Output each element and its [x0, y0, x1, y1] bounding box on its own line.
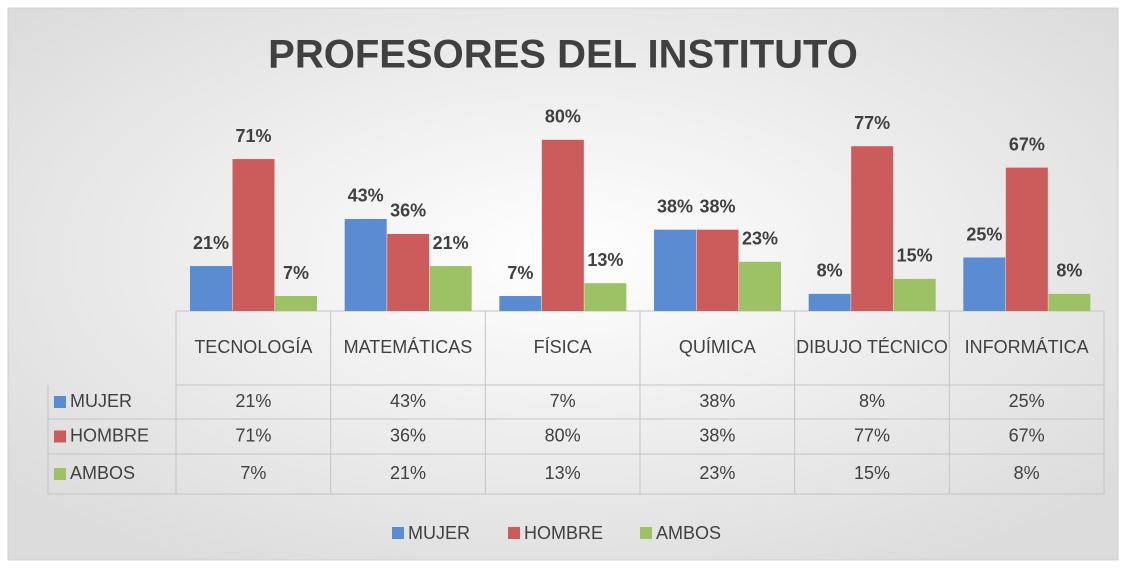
x-tick-label: QUÍMICA: [678, 337, 756, 358]
table-cell: 23%: [699, 463, 735, 483]
table-cell: 43%: [390, 391, 426, 411]
data-label: 8%: [817, 261, 843, 281]
table-cell: 7%: [240, 463, 266, 483]
legend-key: [54, 396, 66, 408]
table-cell: 15%: [854, 463, 890, 483]
legend-label: HOMBRE: [524, 523, 603, 543]
bar: [963, 257, 1006, 311]
legend-key: [54, 468, 66, 480]
bar: [429, 266, 472, 311]
data-label: 23%: [742, 229, 778, 249]
category-cell: DIBUJO TÉCNICO: [796, 337, 948, 358]
data-label: 38%: [657, 196, 693, 216]
legend-label: AMBOS: [656, 523, 721, 543]
table-cell: 71%: [235, 425, 271, 445]
table-cell: 7%: [550, 391, 576, 411]
table-cell: 36%: [390, 425, 426, 445]
bar: [232, 159, 275, 311]
bar: [739, 261, 781, 311]
bar: [1048, 293, 1091, 311]
row-label: MUJER: [70, 391, 132, 411]
category-cell: QUÍMICA: [678, 337, 756, 358]
bar: [851, 146, 894, 311]
table-cell: 21%: [390, 463, 426, 483]
data-label: 7%: [283, 263, 309, 283]
legend-key: [640, 527, 652, 539]
data-label: 77%: [854, 113, 890, 133]
data-label: 13%: [587, 250, 623, 270]
bar: [275, 296, 317, 311]
category-cell: FÍSICA: [533, 337, 592, 358]
data-label: 7%: [507, 263, 533, 283]
data-label: 36%: [390, 201, 426, 221]
data-label: 38%: [699, 196, 735, 216]
bar: [893, 278, 936, 311]
data-label: 25%: [966, 224, 1002, 244]
table-cell: 13%: [545, 463, 581, 483]
data-label: 67%: [1009, 134, 1045, 154]
row-label: HOMBRE: [70, 425, 149, 445]
x-tick-label: FÍSICA: [533, 337, 592, 358]
bar: [541, 139, 584, 311]
data-label: 8%: [1056, 261, 1082, 281]
data-label: 80%: [545, 107, 581, 127]
data-label: 43%: [348, 186, 384, 206]
category-cell: INFORMÁTICA: [964, 337, 1089, 358]
table-cell: 8%: [859, 391, 885, 411]
legend-key: [508, 527, 520, 539]
table-cell: 77%: [854, 425, 890, 445]
x-tick-label: TECNOLOGÍA: [194, 337, 313, 358]
row-label: AMBOS: [70, 463, 135, 483]
table-cell: 80%: [545, 425, 581, 445]
category-cell: MATEMÁTICAS: [343, 337, 473, 358]
data-label: 21%: [433, 233, 469, 253]
data-label: 71%: [235, 126, 271, 146]
bar: [190, 266, 232, 311]
chart-title: PROFESORES DEL INSTITUTO: [268, 33, 858, 77]
legend-label: MUJER: [408, 523, 470, 543]
table-cell: 67%: [1009, 425, 1045, 445]
x-tick-label: DIBUJO TÉCNICO: [796, 337, 948, 358]
table-cell: 38%: [699, 391, 735, 411]
table-cell: 21%: [235, 391, 271, 411]
bar: [654, 229, 696, 311]
table-cell: 25%: [1009, 391, 1045, 411]
bar: [387, 233, 430, 311]
bar: [808, 293, 851, 311]
legend-key: [54, 430, 66, 443]
table-cell: 38%: [699, 425, 735, 445]
category-cell: TECNOLOGÍA: [194, 337, 313, 358]
bar: [696, 229, 739, 311]
x-tick-label: INFORMÁTICA: [964, 337, 1089, 358]
bar: [584, 283, 627, 311]
legend-key: [392, 527, 404, 539]
bar: [344, 218, 387, 311]
table-cell: 8%: [1014, 463, 1040, 483]
data-label: 15%: [897, 246, 933, 266]
x-tick-label: MATEMÁTICAS: [343, 337, 473, 358]
data-label: 21%: [193, 233, 229, 253]
bar: [499, 296, 542, 311]
bar: [1005, 167, 1048, 311]
